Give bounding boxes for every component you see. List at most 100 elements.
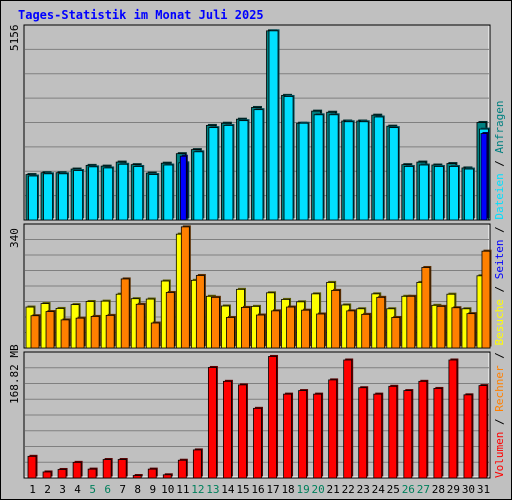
hits-dateien-bar [148, 174, 159, 221]
hits-dateien-bar [313, 114, 324, 221]
visits-rechner-bar [135, 303, 145, 349]
volume-volumen-bar [238, 384, 247, 479]
hits-dateien-bar [208, 127, 219, 221]
legend-separator: / [493, 153, 506, 173]
volume-volumen-bar [87, 468, 97, 479]
x-tick-label: 21 [327, 483, 340, 496]
volume-volumen-bar [223, 380, 232, 479]
x-tick-label: 7 [119, 483, 126, 496]
x-tick-label: 25 [387, 483, 400, 496]
x-tick-label: 17 [266, 483, 279, 496]
visits-rechner-bar [210, 296, 220, 349]
visits-rechner-bar [75, 317, 85, 349]
x-tick-label: 19 [296, 483, 309, 496]
volume-volumen-bar [177, 459, 187, 479]
volume-volumen-bar [57, 469, 67, 479]
hits-dateien-bar [449, 166, 459, 221]
x-tick-label: 5 [89, 483, 96, 496]
volume-volumen-bar [72, 461, 82, 479]
visits-rechner-bar [331, 289, 341, 349]
volume-volumen-bar [132, 475, 142, 479]
volume-volumen-bar [373, 393, 383, 479]
visits-rechner-bar [376, 296, 386, 349]
legend-separator: / [493, 220, 506, 240]
visits-rechner-bar [451, 307, 461, 349]
hits-dateien-bar [328, 114, 339, 221]
visits-rechner-bar [481, 250, 491, 349]
x-tick-label: 23 [357, 483, 370, 496]
hits-y-max-label: 5156 [8, 25, 21, 52]
hits-dateien-bar [298, 122, 309, 221]
legend-separator: / [493, 412, 506, 432]
visits-rechner-bar [150, 322, 160, 349]
hits-dateien-bar [464, 168, 474, 221]
visits-rechner-bar [45, 311, 55, 349]
chart-legend: Volumen / Rechner / Besuche / Seiten / D… [493, 100, 506, 478]
chart-panels: 5156 340 168.82 MB [8, 24, 492, 479]
visits-rechner-bar [346, 310, 356, 349]
volume-volumen-bar [463, 394, 473, 479]
x-tick-label: 4 [74, 483, 81, 496]
volume-volumen-bar [117, 459, 127, 479]
x-tick-label: 22 [342, 483, 355, 496]
visits-panel: 340 [8, 223, 492, 349]
legend-separator: / [493, 279, 506, 299]
visits-rechner-bar [30, 315, 40, 349]
visits-rechner-bar [271, 310, 280, 349]
volume-volumen-bar [358, 387, 368, 479]
hits-dateien-bar [418, 164, 429, 221]
x-tick-label: 14 [221, 483, 235, 496]
legend-entry-anfragen: Anfragen [493, 100, 506, 153]
x-tick-label: 30 [462, 483, 475, 496]
visits-rechner-bar [316, 313, 326, 349]
visits-rechner-bar [421, 267, 431, 349]
volume-volumen-bar [313, 393, 323, 479]
volume-panel: 168.82 MB [8, 344, 491, 479]
hits-seiten-bar [179, 155, 187, 221]
hits-dateien-bar [358, 121, 369, 221]
volume-volumen-bar [283, 393, 292, 479]
x-tick-label: 15 [236, 483, 249, 496]
visits-rechner-bar [286, 306, 295, 349]
visits-rechner-bar [60, 319, 70, 349]
visits-rechner-bar [105, 314, 115, 349]
visits-y-max-label: 340 [8, 228, 21, 248]
hits-dateien-bar [433, 166, 444, 221]
visits-rechner-bar [165, 292, 175, 349]
volume-volumen-bar [42, 471, 52, 479]
volume-volumen-bar [478, 385, 488, 479]
volume-volumen-bar [448, 359, 458, 479]
visits-rechner-bar [180, 226, 190, 349]
volume-volumen-bar [403, 390, 413, 479]
visits-rechner-bar [241, 306, 250, 349]
volume-volumen-bar [388, 385, 398, 479]
hits-dateien-bar [193, 151, 204, 221]
hits-dateien-bar [388, 127, 399, 221]
hits-dateien-bar [238, 120, 249, 221]
hits-dateien-bar [283, 96, 294, 221]
x-axis-labels: 1 2 3 4 5 6 7 8 9 10 11 12 13 14 15 16 17 18 19 20 21 22 23 24 2… [29, 483, 490, 496]
hits-dateien-bar [253, 109, 264, 221]
hits-dateien-bar [403, 166, 414, 221]
volume-volumen-bar [328, 379, 338, 479]
legend-group: Volumen / Rechner / Besuche / Seiten / D… [493, 100, 506, 478]
volume-volumen-bar [418, 380, 428, 479]
x-tick-label: 24 [372, 483, 386, 496]
x-tick-label: 11 [176, 483, 189, 496]
legend-entry-besuche: Besuche [493, 299, 506, 345]
x-tick-label: 27 [417, 483, 430, 496]
hits-dateien-bar [133, 166, 144, 221]
hits-dateien-bar [118, 163, 129, 221]
visits-rechner-bar [90, 316, 100, 349]
visits-rechner-bar [361, 313, 371, 349]
hits-dateien-bar [373, 116, 384, 221]
volume-volumen-bar [192, 449, 202, 479]
volume-volumen-bar [268, 356, 277, 479]
visits-rechner-bar [436, 305, 446, 349]
x-tick-label: 28 [432, 483, 445, 496]
legend-entry-volumen: Volumen [493, 432, 506, 478]
x-tick-label: 10 [161, 483, 174, 496]
hits-panel: 5156 [8, 24, 491, 221]
volume-volumen-bar [343, 359, 353, 479]
